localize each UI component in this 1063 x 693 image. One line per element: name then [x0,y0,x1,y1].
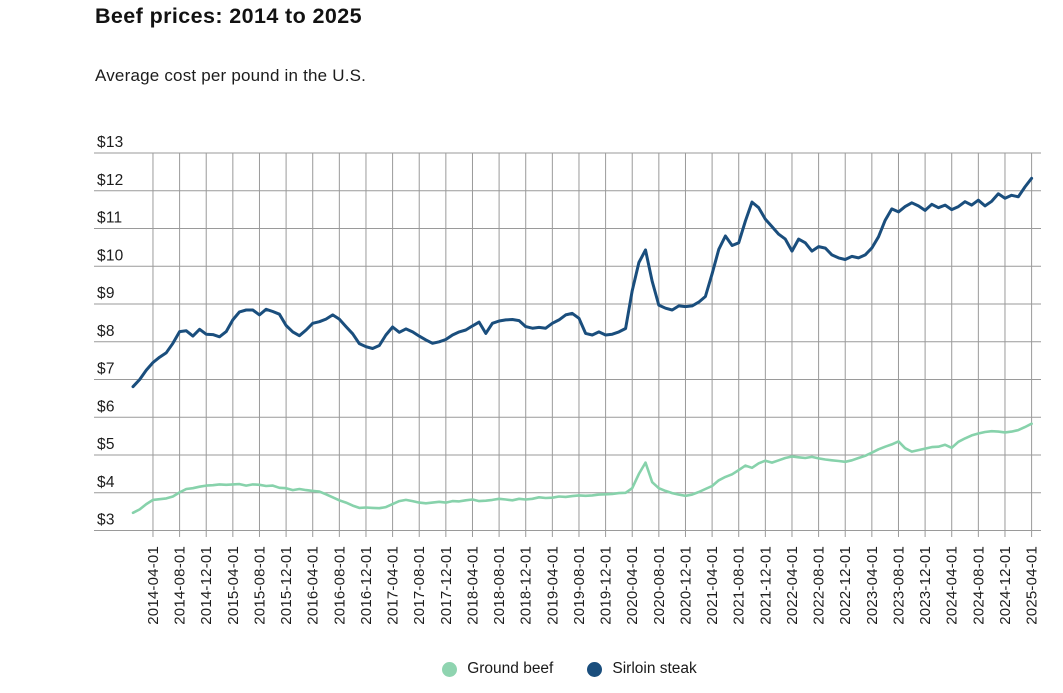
x-axis-tick-label: 2015-08-01 [251,546,268,625]
series-line-ground-beef [131,422,1033,515]
x-axis-tick-label: 2024-12-01 [997,546,1014,625]
x-axis-tick-label: 2019-08-01 [571,546,588,625]
y-axis-tick-label: $3 [97,512,115,529]
x-axis-tick-label: 2019-04-01 [544,546,561,625]
x-axis-tick-label: 2020-12-01 [677,546,694,625]
x-axis-tick-label: 2014-08-01 [172,546,189,625]
x-axis-tick-label: 2021-12-01 [757,546,774,625]
x-axis-tick-label: 2017-12-01 [438,546,455,625]
x-axis-tick-label: 2022-12-01 [837,546,854,625]
x-axis-tick-label: 2023-08-01 [890,546,907,625]
legend-item-ground-beef: Ground beef [442,660,553,678]
x-axis-tick-label: 2018-08-01 [491,546,508,625]
x-axis-tick-label: 2021-04-01 [704,546,721,625]
y-axis-tick-label: $12 [97,172,123,189]
y-axis-tick-label: $4 [97,474,115,491]
y-axis-tick-label: $8 [97,323,115,340]
x-axis-tick-label: 2015-12-01 [278,546,295,625]
x-axis-tick-label: 2018-04-01 [464,546,481,625]
x-axis-tick-label: 2020-04-01 [624,546,641,625]
page-title: Beef prices: 2014 to 2025 [95,4,362,28]
y-axis-tick-label: $13 [97,134,123,151]
x-axis-tick-label: 2024-04-01 [944,546,961,625]
y-axis-tick-label: $9 [97,285,115,302]
x-axis-tick-label: 2022-04-01 [784,546,801,625]
x-axis-tick-label: 2017-04-01 [385,546,402,625]
x-axis-tick-label: 2014-12-01 [198,546,215,625]
x-axis-tick-label: 2015-04-01 [225,546,242,625]
x-axis-tick-label: 2023-04-01 [864,546,881,625]
x-axis-tick-label: 2017-08-01 [411,546,428,625]
x-axis-tick-label: 2016-08-01 [331,546,348,625]
x-axis-tick-label: 2014-04-01 [145,546,162,625]
x-axis-tick-label: 2016-12-01 [358,546,375,625]
sirloin-steak-dot-icon [587,661,603,677]
chart-legend: Ground beef Sirloin steak [99,660,1040,678]
page-subtitle: Average cost per pound in the U.S. [95,66,367,85]
x-axis-tick-label: 2018-12-01 [518,546,535,625]
x-axis-tick-label: 2019-12-01 [598,546,615,625]
y-axis-tick-label: $5 [97,436,115,453]
x-axis-tick-label: 2024-08-01 [970,546,987,625]
y-axis-tick-label: $6 [97,398,115,415]
y-axis-tick-label: $10 [97,247,124,264]
x-axis-tick-label: 2023-12-01 [917,546,934,625]
ground-beef-dot-icon [442,661,458,677]
legend-item-sirloin-steak: Sirloin steak [587,660,697,678]
x-axis-tick-label: 2022-08-01 [811,546,828,625]
legend-label-ground-beef: Ground beef [467,660,554,677]
legend-label-sirloin-steak: Sirloin steak [612,660,697,677]
series-line-sirloin-steak [131,176,1034,389]
y-axis-tick-label: $7 [97,361,115,378]
x-axis-tick-label: 2020-08-01 [651,546,668,625]
x-axis-tick-label: 2025-04-01 [1024,546,1041,625]
x-axis-tick-label: 2016-04-01 [305,546,322,625]
y-axis-tick-label: $11 [97,210,122,227]
x-axis-tick-label: 2021-08-01 [731,546,748,625]
